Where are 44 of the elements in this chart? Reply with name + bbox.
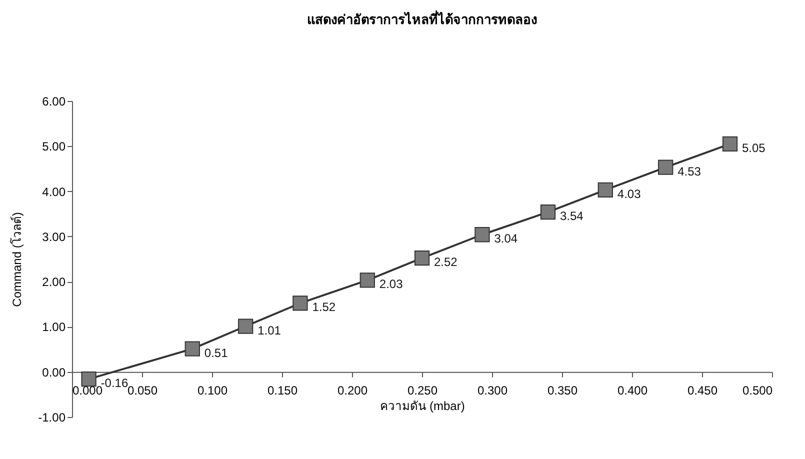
point: [238, 318, 254, 334]
point: [540, 204, 556, 220]
data-label: 4.53: [678, 164, 702, 178]
point: [722, 136, 738, 152]
x-tick-label: 0.300: [477, 383, 508, 398]
y-tick-label: 2.00: [42, 275, 66, 290]
point: [360, 272, 375, 288]
y-tick-label: 6.00: [42, 94, 66, 108]
point: [184, 341, 200, 356]
point: [292, 296, 308, 311]
point: [598, 182, 613, 198]
data-label: 3.54: [560, 209, 584, 224]
y-tick-label: 5.00: [42, 140, 66, 154]
x-tick-label: 0.500: [742, 383, 773, 398]
x-tick-label: 0.450: [687, 383, 718, 398]
data-label: 3.04: [494, 232, 518, 246]
data-label: 4.03: [617, 186, 642, 201]
x-tick-label: 0.000: [72, 383, 103, 398]
data-label: 5.05: [742, 140, 766, 155]
x-tick-label: 0.050: [127, 383, 158, 398]
point: [474, 227, 490, 242]
x-tick-label: 0.200: [337, 383, 368, 398]
point: [414, 250, 430, 266]
point: [81, 372, 96, 387]
data-label: 2.03: [379, 277, 404, 292]
y-tick-label: 3.00: [42, 230, 66, 244]
data-label: 2.52: [434, 255, 458, 270]
y-tick-label: 4.00: [42, 184, 66, 199]
chart-title: แสดงค่าอัตราการไหลที่ได้จากการทดลอง: [307, 10, 537, 27]
data-label: 1.52: [312, 300, 336, 314]
x-tick-label: 0.250: [407, 383, 438, 398]
point: [658, 160, 674, 175]
x-tick-label: 0.400: [617, 383, 648, 398]
x-tick-label: 0.350: [547, 383, 578, 398]
data-label: -0.16: [100, 376, 128, 390]
y-tick-label: 1.00: [42, 320, 66, 334]
y-tick-label: -1.00: [38, 410, 66, 424]
x-axis-title: ความดัน (mbar): [380, 399, 465, 414]
y-axis-title: Command (โวลต์): [10, 212, 24, 307]
data-label: 0.51: [204, 346, 228, 360]
data-label: 1.01: [258, 323, 282, 338]
y-tick-label: 0.00: [42, 365, 66, 380]
x-tick-label: 0.150: [267, 383, 298, 398]
x-tick-label: 0.100: [197, 383, 228, 398]
